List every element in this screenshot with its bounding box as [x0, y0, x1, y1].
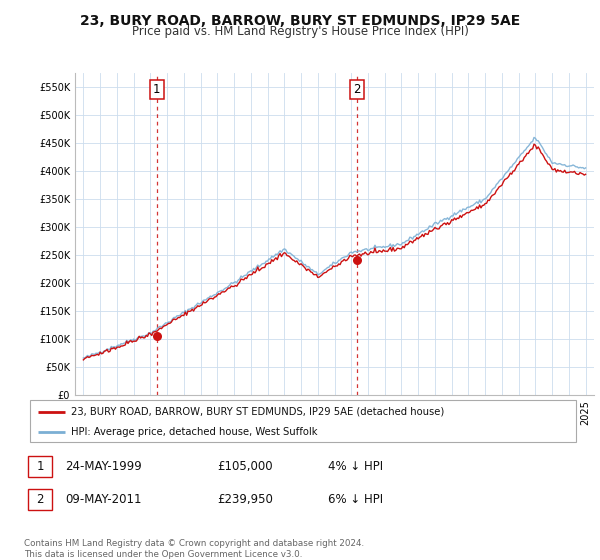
Text: HPI: Average price, detached house, West Suffolk: HPI: Average price, detached house, West…	[71, 427, 317, 437]
Text: £105,000: £105,000	[217, 460, 273, 473]
Text: 2: 2	[36, 493, 44, 506]
Text: 6% ↓ HPI: 6% ↓ HPI	[328, 493, 383, 506]
Text: 1: 1	[153, 83, 160, 96]
Text: 2: 2	[353, 83, 361, 96]
Text: 09-MAY-2011: 09-MAY-2011	[65, 493, 142, 506]
Text: 1: 1	[36, 460, 44, 473]
Text: 4% ↓ HPI: 4% ↓ HPI	[328, 460, 383, 473]
Text: 23, BURY ROAD, BARROW, BURY ST EDMUNDS, IP29 5AE (detached house): 23, BURY ROAD, BARROW, BURY ST EDMUNDS, …	[71, 407, 444, 417]
FancyBboxPatch shape	[30, 400, 576, 442]
Text: Contains HM Land Registry data © Crown copyright and database right 2024.
This d: Contains HM Land Registry data © Crown c…	[24, 539, 364, 559]
Text: £239,950: £239,950	[217, 493, 273, 506]
Text: 24-MAY-1999: 24-MAY-1999	[65, 460, 142, 473]
Text: 23, BURY ROAD, BARROW, BURY ST EDMUNDS, IP29 5AE: 23, BURY ROAD, BARROW, BURY ST EDMUNDS, …	[80, 14, 520, 28]
FancyBboxPatch shape	[28, 456, 52, 477]
Text: Price paid vs. HM Land Registry's House Price Index (HPI): Price paid vs. HM Land Registry's House …	[131, 25, 469, 38]
FancyBboxPatch shape	[28, 489, 52, 510]
